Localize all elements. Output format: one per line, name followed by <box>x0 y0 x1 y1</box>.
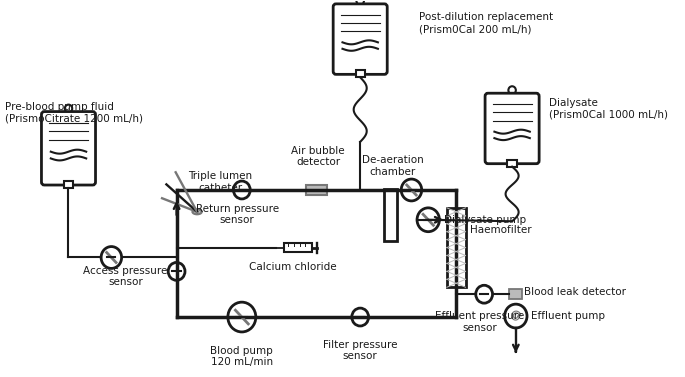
Bar <box>510 289 523 299</box>
FancyBboxPatch shape <box>333 4 387 74</box>
Bar <box>384 189 397 241</box>
Bar <box>447 208 466 287</box>
Text: Post-dilution replacement
(Prism0Cal 200 mL/h): Post-dilution replacement (Prism0Cal 200… <box>419 12 553 34</box>
Text: Return pressure
sensor: Return pressure sensor <box>196 204 279 225</box>
Circle shape <box>417 208 439 232</box>
Circle shape <box>505 304 527 328</box>
FancyBboxPatch shape <box>42 112 95 185</box>
FancyBboxPatch shape <box>485 93 539 164</box>
Bar <box>306 185 327 195</box>
Text: De-aeration
chamber: De-aeration chamber <box>362 155 424 177</box>
Circle shape <box>352 308 369 326</box>
Text: Blood leak detector: Blood leak detector <box>524 287 626 297</box>
Circle shape <box>234 181 250 199</box>
Circle shape <box>101 247 122 268</box>
Text: Pre-blood pump fluid
(PrismoCitrate 1200 mL/h): Pre-blood pump fluid (PrismoCitrate 1200… <box>5 102 143 123</box>
Circle shape <box>476 285 493 303</box>
Text: Effluent pressure
sensor: Effluent pressure sensor <box>435 311 524 333</box>
Text: Access pressure
sensor: Access pressure sensor <box>83 265 168 287</box>
Text: Dialysate pump: Dialysate pump <box>444 215 526 225</box>
Text: Air bubble
detector: Air bubble detector <box>291 146 345 167</box>
Bar <box>356 70 365 77</box>
Text: Blood pump
120 mL/min: Blood pump 120 mL/min <box>210 346 273 368</box>
Text: Calcium chloride: Calcium chloride <box>249 262 337 272</box>
Circle shape <box>169 262 185 280</box>
Bar <box>284 243 312 252</box>
Ellipse shape <box>192 209 202 214</box>
Text: Haemofilter: Haemofilter <box>470 225 532 235</box>
Text: Triple lumen
catheter: Triple lumen catheter <box>188 171 253 193</box>
Circle shape <box>228 302 256 332</box>
Text: Dialysate
(Prism0Cal 1000 mL/h): Dialysate (Prism0Cal 1000 mL/h) <box>549 98 669 120</box>
Text: Effluent pump: Effluent pump <box>531 311 605 321</box>
Bar <box>64 181 73 188</box>
Circle shape <box>401 179 422 201</box>
Text: Filter pressure
sensor: Filter pressure sensor <box>323 340 397 362</box>
Bar <box>508 160 516 167</box>
